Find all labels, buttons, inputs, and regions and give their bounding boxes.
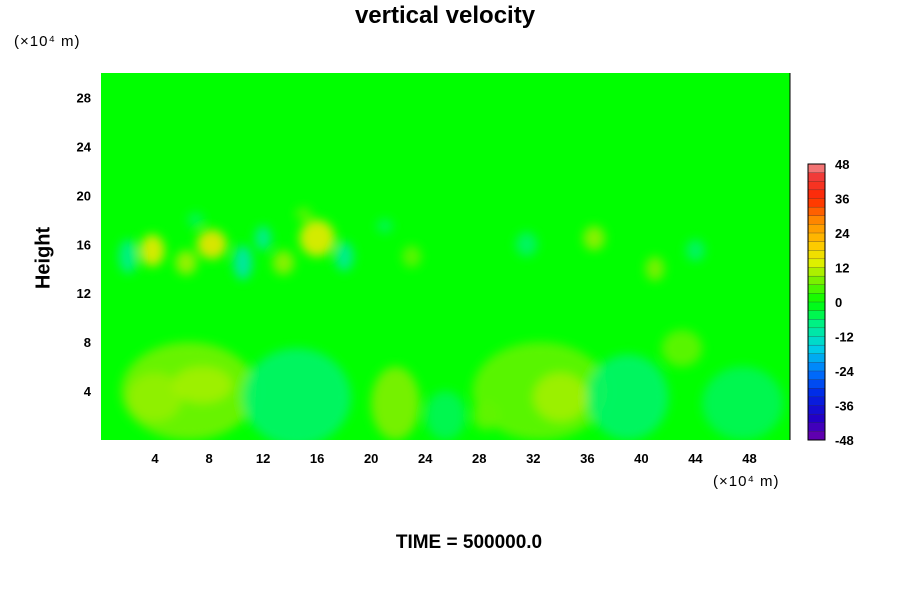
x-tick-label: 16 <box>310 451 324 466</box>
y-tick-label: 24 <box>77 139 92 154</box>
colorbar-segment <box>807 267 826 277</box>
colorbar-segment <box>807 396 826 406</box>
heatmap-cell <box>685 239 705 262</box>
heatmap-cell <box>645 256 665 281</box>
x-tick-label: 12 <box>256 451 270 466</box>
colorbar-segment <box>807 431 826 441</box>
colorbar-segment <box>807 422 826 432</box>
heatmap-cell <box>425 391 466 440</box>
colorbar-segment <box>807 319 826 329</box>
heatmap-cell <box>376 218 393 234</box>
colorbar-segment <box>807 275 826 286</box>
heatmap-cell <box>371 366 420 440</box>
colorbar-segment <box>807 370 826 381</box>
colorbar-frame <box>807 163 826 441</box>
heatmap-cell <box>515 232 538 257</box>
heatmap-cell <box>175 250 197 275</box>
colorbar-segment <box>807 336 826 346</box>
colorbar-label: 0 <box>835 295 842 310</box>
colorbar-label: -48 <box>835 433 854 448</box>
heatmap-cell <box>299 219 335 257</box>
colorbar-segment <box>807 215 826 225</box>
colorbar-segment <box>807 241 826 251</box>
heatmap-cell <box>196 229 227 259</box>
colorbar-segment <box>807 232 826 243</box>
colorbar-segment <box>807 172 826 182</box>
chart-title: vertical velocity <box>354 2 536 29</box>
colorbar-label: 48 <box>835 157 849 172</box>
colorbar-segment <box>807 198 826 208</box>
heatmap-cell <box>128 372 183 422</box>
colorbar-segment <box>807 189 826 199</box>
heatmap-cell <box>587 354 669 440</box>
colorbar-segment <box>807 301 826 312</box>
colorbar-segment <box>807 310 826 320</box>
heatmap-cell <box>533 372 588 422</box>
colorbar-label: -36 <box>835 399 854 414</box>
colorbar-segment <box>807 362 826 372</box>
x-tick-label: 20 <box>364 451 378 466</box>
y-tick-label: 20 <box>77 188 91 203</box>
heatmap-cell <box>272 250 295 275</box>
colorbar-segment <box>807 181 826 191</box>
heatmap-cell <box>402 245 422 268</box>
colorbar-segment <box>807 293 826 303</box>
colorbar-segment <box>807 413 826 424</box>
colorbar-segment <box>807 284 826 294</box>
heatmap-cell <box>334 241 354 272</box>
colorbar-segment <box>807 163 826 174</box>
colorbar-segment <box>807 344 826 355</box>
x-tick-label: 44 <box>688 451 703 466</box>
x-tick-label: 48 <box>742 451 756 466</box>
heatmap-cell <box>172 366 233 404</box>
heatmap-cell <box>140 234 165 267</box>
x-unit-label: (×10⁴ m) <box>713 473 780 490</box>
heatmap-cell <box>583 225 605 251</box>
heatmap-cell <box>661 329 703 367</box>
y-tick-label: 28 <box>77 90 91 105</box>
colorbar-label: 36 <box>835 192 849 207</box>
x-tick-label: 4 <box>151 451 159 466</box>
colorbar-segment <box>807 388 826 398</box>
colorbar-label: 12 <box>835 261 849 276</box>
heatmap-cell <box>242 348 351 440</box>
x-tick-label: 32 <box>526 451 540 466</box>
x-tick-label: 36 <box>580 451 594 466</box>
heatmap-cell <box>255 225 272 251</box>
x-tick-label: 28 <box>472 451 486 466</box>
colorbar-segment <box>807 258 826 268</box>
x-tick-label: 40 <box>634 451 648 466</box>
heatmap-cell <box>118 239 138 274</box>
heatmap-cell <box>187 212 204 228</box>
colorbar-segment <box>807 206 826 217</box>
y-tick-label: 12 <box>77 286 91 301</box>
colorbar-segment <box>807 379 826 389</box>
x-tick-label: 8 <box>205 451 212 466</box>
colorbar-label: -24 <box>835 364 855 379</box>
colorbar-label: 24 <box>835 226 850 241</box>
colorbar-segment <box>807 405 826 415</box>
heatmap-field <box>118 207 784 440</box>
x-tick-label: 24 <box>418 451 433 466</box>
y-tick-label: 8 <box>84 335 91 350</box>
colorbar-segment <box>807 353 826 363</box>
y-unit-label: (×10⁴ m) <box>14 33 81 50</box>
colorbar-segment <box>807 224 826 234</box>
colorbar-segment <box>807 327 826 337</box>
heatmap-cell <box>233 245 253 280</box>
y-tick-label: 4 <box>84 384 92 399</box>
heatmap-cell <box>702 366 784 440</box>
time-label: TIME = 500000.0 <box>395 532 543 553</box>
heatmap-cell <box>295 207 312 220</box>
colorbar-segment <box>807 250 826 260</box>
colorbar-label: -12 <box>835 330 854 345</box>
y-tick-label: 16 <box>77 237 91 252</box>
